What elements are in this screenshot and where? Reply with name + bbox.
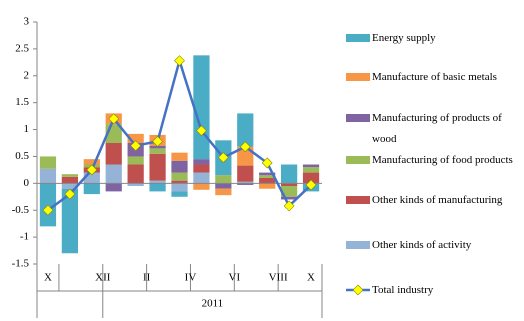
bar-segment	[171, 152, 188, 161]
bar-segment	[215, 175, 232, 184]
total-marker	[42, 204, 54, 216]
total-marker	[239, 141, 251, 153]
bar-segment	[259, 172, 276, 176]
bar-segment	[83, 159, 100, 165]
bar-segment	[237, 113, 254, 147]
bar-segment	[61, 188, 78, 254]
legend-label: Manufacturing of products of wood	[372, 112, 502, 145]
bar-segment	[193, 159, 210, 165]
x-tick-label: VI	[229, 272, 241, 284]
bar-segment	[149, 145, 166, 149]
x-tick-label: II	[143, 272, 151, 284]
y-tick-label: 0.5	[15, 150, 29, 162]
bar-segment	[259, 175, 276, 178]
bar-segment	[193, 55, 210, 160]
y-tick-label: 3	[24, 16, 30, 28]
y-tick-label: -1.5	[12, 258, 30, 270]
x-tick-label: IV	[185, 272, 197, 284]
total-marker	[283, 200, 295, 212]
total-marker	[261, 157, 273, 169]
bar-segment	[193, 172, 210, 184]
bar-segment	[171, 172, 188, 181]
bar-segment	[281, 186, 298, 197]
bar-segment	[281, 183, 298, 187]
bar-segment	[215, 188, 232, 196]
bar-segment	[237, 165, 254, 182]
total-marker	[130, 140, 142, 152]
legend-label: Energy supply	[372, 32, 436, 44]
legend-label: Manufacturing of food products	[372, 154, 513, 166]
year-label: 2011	[202, 298, 224, 310]
total-marker	[195, 125, 207, 137]
bar-segment	[39, 168, 57, 184]
bar-segment	[127, 164, 144, 184]
bar-segment	[149, 183, 166, 192]
bar-segment	[127, 183, 144, 187]
bar-segment	[149, 153, 166, 181]
legend-label: Total industry	[372, 284, 434, 296]
legend-swatch	[346, 241, 370, 249]
legend-swatch	[346, 34, 370, 42]
bar-segment	[259, 183, 276, 189]
bar-segment	[281, 164, 298, 184]
bar-segment	[193, 183, 210, 190]
y-tick-label: 2	[24, 69, 30, 81]
y-tick-label: 1	[24, 123, 30, 135]
x-tick-label: X	[44, 272, 52, 284]
x-tick-label: XII	[95, 272, 111, 284]
bar-segment	[61, 176, 78, 184]
total-marker	[86, 164, 98, 176]
bar-segment	[105, 164, 122, 184]
bar-segment	[302, 167, 320, 173]
bar-segment	[83, 183, 100, 195]
bar-segment	[61, 174, 78, 177]
bar-segment	[39, 156, 57, 169]
bar-segment	[127, 156, 144, 165]
total-marker	[64, 188, 76, 200]
total-marker	[305, 179, 317, 191]
bar-segment	[105, 183, 122, 192]
x-tick-label: X	[307, 272, 315, 284]
bar-segment	[171, 191, 188, 197]
bar-segment	[171, 180, 188, 184]
total-marker	[217, 152, 229, 163]
legend-swatch	[346, 156, 370, 164]
bar-segment	[302, 172, 320, 184]
legend-label: Other kinds of activity	[372, 239, 472, 251]
bar-segment	[215, 183, 232, 189]
bar-segment	[149, 180, 166, 184]
legend-swatch	[346, 73, 370, 81]
bar-segment	[127, 133, 144, 143]
legend-swatch	[346, 114, 370, 122]
y-tick-label: 0	[24, 177, 30, 189]
legend-marker	[352, 284, 364, 296]
total-marker	[152, 135, 164, 147]
bar-segment	[193, 164, 210, 173]
y-tick-label: -1	[20, 231, 29, 243]
x-tick-label: VIII	[269, 272, 288, 284]
bar-segment	[259, 177, 276, 184]
y-tick-label: 1.5	[15, 96, 29, 108]
bar-segment	[237, 183, 254, 185]
bar-segment	[83, 172, 100, 184]
bar-segment	[237, 146, 254, 166]
bar-segment	[171, 160, 188, 173]
bar-segment	[281, 196, 298, 200]
total-marker	[108, 113, 120, 125]
legend-label: Manufacture of basic metals	[372, 71, 497, 83]
y-tick-label: 2.5	[15, 42, 29, 54]
legend-label: Other kinds of manufacturing	[372, 194, 503, 206]
legend-swatch	[346, 196, 370, 204]
bar-segment	[237, 181, 254, 184]
bar-segment	[149, 148, 166, 154]
total-marker	[174, 55, 185, 67]
bar-segment	[302, 164, 320, 168]
bar-segment	[171, 183, 188, 192]
bar-segment	[105, 143, 122, 165]
y-tick-label: -0.5	[12, 204, 30, 216]
bar-segment	[61, 183, 78, 189]
